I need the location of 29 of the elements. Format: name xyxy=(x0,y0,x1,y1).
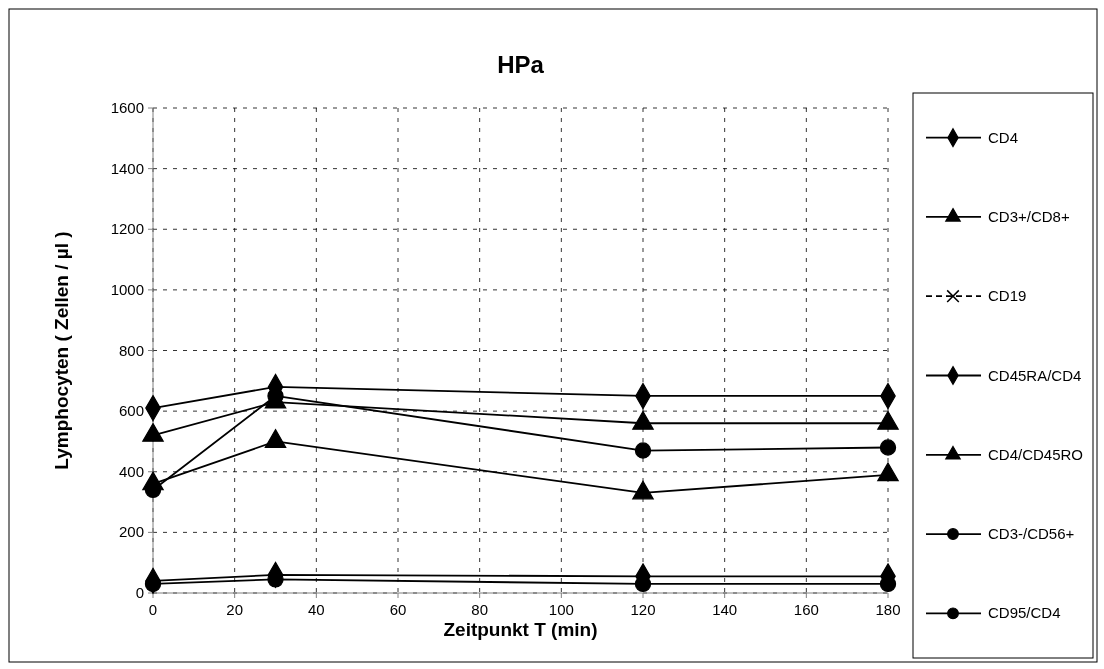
x-tick-label: 160 xyxy=(793,601,819,618)
legend-label: CD4 xyxy=(988,128,1019,146)
x-tick-label: 100 xyxy=(548,601,574,618)
legend-label: CD3-/CD56+ xyxy=(988,525,1075,543)
legend-label: CD3+/CD8+ xyxy=(988,207,1070,225)
x-axis-title: Zeitpunkt T (min) xyxy=(443,619,598,640)
y-axis-title: Lymphocyten ( Zellen / µl ) xyxy=(51,231,72,470)
y-tick-label: 1200 xyxy=(110,220,144,238)
x-tick-label: 140 xyxy=(712,601,738,618)
x-tick-label: 0 xyxy=(148,601,158,618)
legend-label: CD4/CD45RO xyxy=(988,445,1084,463)
y-tick-label: 1400 xyxy=(110,159,144,177)
x-tick-label: 20 xyxy=(226,601,244,618)
y-tick-label: 800 xyxy=(118,341,144,359)
y-tick-label: 1000 xyxy=(110,280,144,298)
y-tick-label: 1600 xyxy=(110,99,144,116)
y-tick-label: 600 xyxy=(118,402,144,420)
legend-label: CD45RA/CD4 xyxy=(988,366,1082,384)
chart-title: HPa xyxy=(497,51,545,78)
x-tick-label: 180 xyxy=(875,601,901,618)
x-tick-label: 40 xyxy=(307,601,325,618)
x-tick-label: 120 xyxy=(630,601,656,618)
y-tick-label: 200 xyxy=(118,523,144,541)
y-tick-label: 0 xyxy=(135,584,144,601)
x-tick-label: 60 xyxy=(389,601,407,618)
legend-label: CD95/CD4 xyxy=(988,604,1061,622)
x-tick-label: 80 xyxy=(471,601,489,618)
y-tick-label: 400 xyxy=(118,462,144,480)
legend-label: CD19 xyxy=(988,287,1027,305)
